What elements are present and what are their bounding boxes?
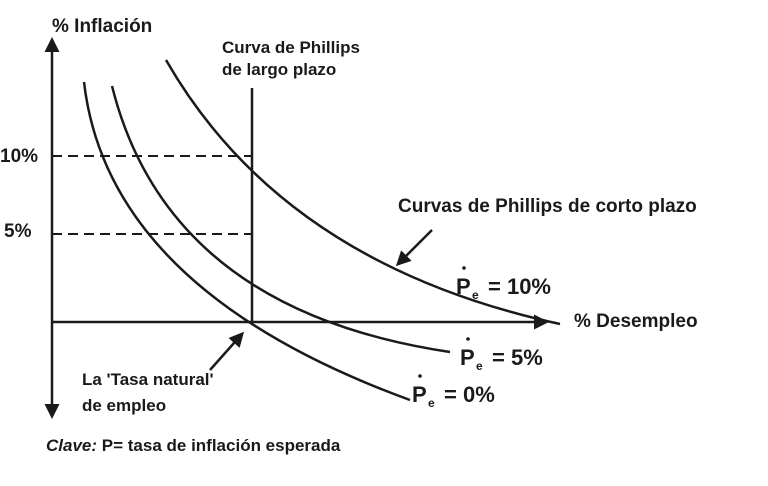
short-run-curve-10 — [164, 59, 561, 326]
natural-rate-label-line2: de empleo — [82, 396, 166, 415]
key-text: P= tasa de inflación esperada — [101, 436, 341, 455]
natural-rate-label-line1: La 'Tasa natural' — [82, 370, 214, 389]
dot-accent — [466, 337, 470, 341]
curve-label-0-subscript: e — [428, 396, 435, 410]
curve-label-10-symbol: P — [456, 274, 471, 299]
curve-label-5-subscript: e — [476, 359, 483, 373]
curve-label-10-value: = 10% — [488, 274, 551, 299]
curve-label-10-subscript: e — [472, 288, 479, 302]
key-label: Clave: — [46, 436, 98, 455]
key-caption: Clave: P= tasa de inflación esperada — [46, 436, 340, 456]
curve-label-0: P e = 0% — [412, 374, 495, 410]
long-run-label-line1: Curva de Phillips — [222, 38, 360, 57]
natural-rate-pointer-arrow — [209, 331, 244, 371]
curve-label-0-symbol: P — [412, 382, 427, 407]
curve-label-5-value: = 5% — [492, 345, 543, 370]
dot-accent — [462, 266, 466, 270]
curve-label-5-symbol: P — [460, 345, 475, 370]
curve-label-0-value: = 0% — [444, 382, 495, 407]
short-run-curve-5 — [110, 85, 451, 354]
long-run-label-line2: de largo plazo — [222, 60, 336, 79]
curve-label-5: P e = 5% — [460, 337, 543, 373]
short-run-pointer-arrow — [395, 229, 433, 267]
short-run-curve-0 — [82, 81, 411, 402]
y-tick-10: 10% — [0, 146, 38, 167]
x-axis-label: % Desempleo — [574, 311, 698, 332]
y-axis-label: % Inflación — [52, 16, 152, 37]
short-run-label: Curvas de Phillips de corto plazo — [398, 196, 697, 217]
dot-accent — [418, 374, 422, 378]
curve-label-10: P e = 10% — [456, 266, 551, 302]
y-tick-5: 5% — [4, 221, 32, 242]
